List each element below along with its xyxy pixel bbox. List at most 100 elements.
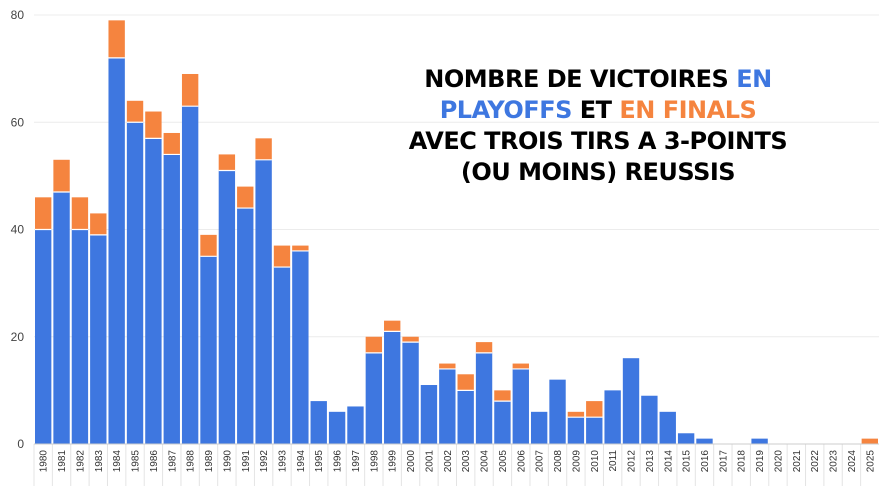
x-tick-label: 2025 <box>865 450 876 473</box>
bar-playoffs-2003 <box>457 390 474 444</box>
y-tick-label: 80 <box>11 8 25 22</box>
bar-finals-1992 <box>255 138 272 160</box>
x-tick-label: 1996 <box>333 450 344 473</box>
y-tick-label: 40 <box>11 223 25 237</box>
bar-playoffs-1987 <box>163 154 180 445</box>
chart-title: NOMBRE DE VICTOIRES EN PLAYOFFS ET EN FI… <box>388 64 808 188</box>
x-tick-label: 2020 <box>773 450 784 473</box>
bar-playoffs-1985 <box>126 122 144 444</box>
x-tick-label: 2017 <box>718 450 729 473</box>
bar-finals-2003 <box>457 374 474 391</box>
title-line1-part2: EN <box>736 65 772 93</box>
x-tick-label: 1999 <box>388 450 399 473</box>
x-tick-label: 2014 <box>663 450 674 473</box>
bar-playoffs-2011 <box>604 390 621 444</box>
bar-playoffs-1986 <box>145 138 162 444</box>
x-tick-label: 1980 <box>39 450 50 473</box>
bar-playoffs-2006 <box>512 368 529 444</box>
bar-finals-1990 <box>218 154 236 171</box>
x-tick-label: 1982 <box>75 450 86 473</box>
x-tick-label: 2004 <box>480 450 491 473</box>
bar-finals-2005 <box>494 390 511 402</box>
x-tick-label: 2011 <box>608 450 619 472</box>
x-tick-label: 1981 <box>57 450 68 473</box>
bar-finals-1993 <box>273 245 291 268</box>
bar-playoffs-1999 <box>384 331 401 444</box>
bar-playoffs-2016 <box>696 438 713 444</box>
x-tick-label: 1990 <box>222 450 233 473</box>
x-tick-label: 2013 <box>645 450 656 473</box>
bar-finals-1982 <box>71 197 89 230</box>
bar-finals-1981 <box>53 159 70 192</box>
x-tick-label: 1987 <box>167 450 178 473</box>
x-tick-label: 1998 <box>369 450 380 473</box>
bar-playoffs-2002 <box>439 368 456 444</box>
bar-finals-1986 <box>145 111 162 139</box>
bar-playoffs-1995 <box>310 401 327 444</box>
x-tick-label: 2019 <box>755 450 766 473</box>
x-tick-label: 2016 <box>700 450 711 473</box>
bar-playoffs-2014 <box>659 411 676 444</box>
bar-finals-2009 <box>567 411 585 418</box>
bar-finals-1984 <box>108 20 125 58</box>
title-line1-part1: NOMBRE DE VICTOIRES <box>424 65 729 93</box>
bar-playoffs-2004 <box>475 352 493 444</box>
x-tick-label: 2010 <box>590 450 601 473</box>
x-tick-label: 1983 <box>94 450 105 473</box>
bar-playoffs-1993 <box>273 267 291 444</box>
bar-playoffs-2001 <box>420 385 438 444</box>
bar-playoffs-2005 <box>494 401 511 444</box>
x-tick-label: 1992 <box>259 450 270 473</box>
x-tick-label: 2022 <box>810 450 821 473</box>
x-tick-label: 1985 <box>131 450 142 473</box>
bar-playoffs-2019 <box>751 438 768 444</box>
bar-playoffs-1994 <box>292 250 309 444</box>
bar-playoffs-1989 <box>200 256 217 444</box>
bar-playoffs-2007 <box>530 411 548 444</box>
bar-finals-1999 <box>384 320 401 332</box>
bar-finals-2010 <box>586 401 603 418</box>
y-tick-label: 20 <box>11 330 25 344</box>
x-tick-label: 1993 <box>277 450 288 473</box>
x-tick-label: 1994 <box>296 450 307 473</box>
bar-finals-2002 <box>439 363 456 369</box>
x-tick-label: 2006 <box>516 450 527 473</box>
x-tick-label: 1995 <box>314 450 325 473</box>
bar-playoffs-2015 <box>677 433 695 444</box>
y-tick-label: 0 <box>17 437 24 451</box>
bar-finals-1988 <box>181 73 199 107</box>
title-line2-part1: PLAYOFFS <box>439 96 573 124</box>
bar-playoffs-1998 <box>365 352 383 444</box>
x-tick-label: 2003 <box>461 450 472 473</box>
x-tick-label: 2015 <box>682 450 693 473</box>
bar-playoffs-1996 <box>328 411 346 444</box>
bar-finals-2000 <box>402 336 419 343</box>
title-line2-part2: ET <box>579 96 612 124</box>
bars <box>35 20 878 445</box>
bar-playoffs-2009 <box>567 417 585 444</box>
bar-finals-1994 <box>292 245 309 251</box>
bar-playoffs-2000 <box>402 342 419 444</box>
x-tick-label: 2000 <box>406 450 417 473</box>
bar-playoffs-1982 <box>71 229 89 444</box>
x-axis-ticks: 1980 1981 1982 1983 1984 1985 1986 1987 1988 1989… <box>33 443 879 486</box>
bar-finals-1991 <box>237 186 254 209</box>
bar-finals-1989 <box>200 234 217 257</box>
x-tick-label: 2005 <box>498 450 509 473</box>
x-tick-label: 1997 <box>351 450 362 473</box>
x-tick-label: 1989 <box>204 450 215 473</box>
title-line2-part3: EN FINALS <box>619 96 757 124</box>
bar-finals-2006 <box>512 363 529 369</box>
x-tick-label: 2001 <box>424 450 435 473</box>
bar-finals-2004 <box>475 342 493 353</box>
x-tick-label: 2018 <box>737 450 748 473</box>
bar-playoffs-1988 <box>181 106 199 444</box>
bar-playoffs-1980 <box>35 229 52 444</box>
x-tick-label: 2007 <box>535 450 546 473</box>
bar-finals-2025 <box>861 438 878 444</box>
bar-playoffs-1992 <box>255 159 272 444</box>
x-tick-label: 2021 <box>792 450 803 473</box>
bar-playoffs-2013 <box>641 395 658 444</box>
bar-finals-1983 <box>90 213 107 235</box>
